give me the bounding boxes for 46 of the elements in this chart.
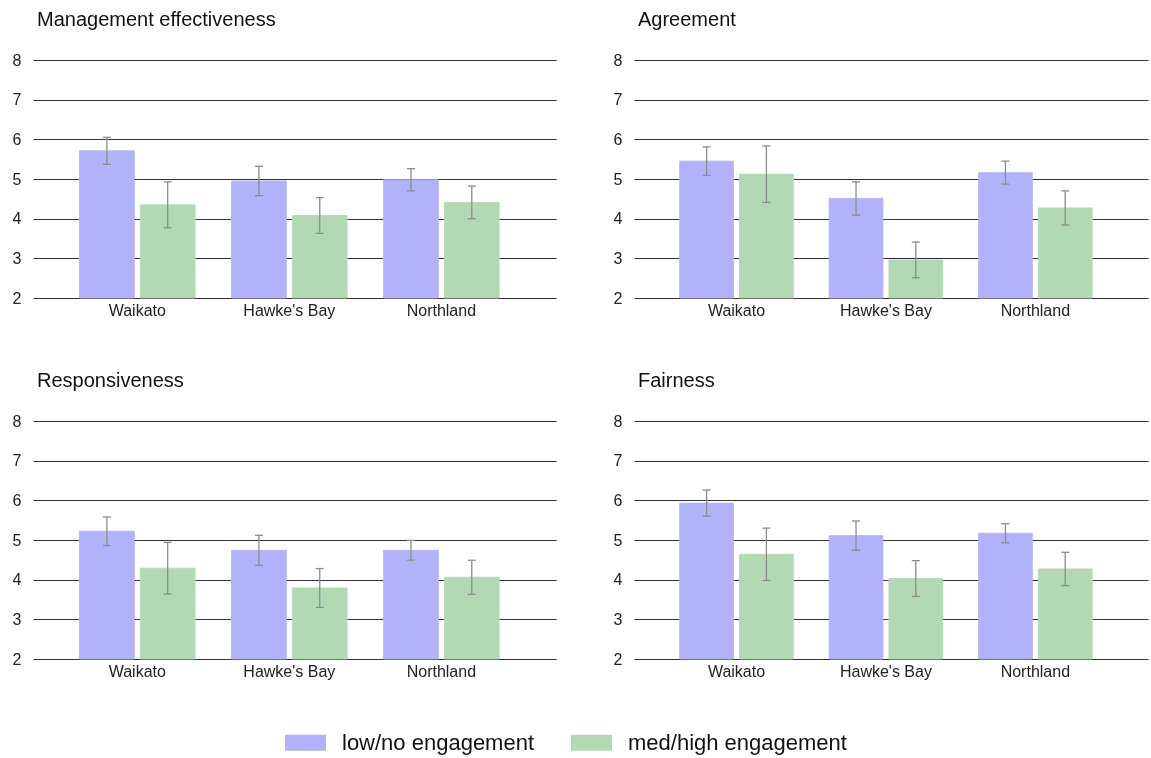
y-tick-label: 7 [12,91,22,109]
x-tick-label: Northland [406,301,477,319]
x-tick-label: Northland [406,662,477,680]
y-tick-label: 3 [12,249,22,267]
y-tick-label: 8 [12,51,22,69]
y-tick-label: 7 [613,91,623,109]
chart-title: Agreement [638,8,737,30]
y-tick-label: 7 [613,452,623,470]
y-tick-label: 4 [12,571,22,589]
x-tick-label: Hawke's Bay [243,301,336,319]
y-tick-label: 3 [613,249,623,267]
y-tick-label: 6 [12,491,22,509]
y-tick-label: 2 [613,289,623,307]
y-tick-label: 5 [613,531,623,549]
y-tick-label: 4 [12,210,22,228]
y-tick-label: 8 [613,51,623,69]
x-tick-label: Waikato [108,301,166,319]
x-tick-label: Northland [1000,662,1071,680]
chart-title: Fairness [638,369,715,391]
y-tick-label: 3 [12,610,22,628]
y-tick-label: 6 [613,491,623,509]
chart-title: Responsiveness [37,369,184,391]
x-tick-label: Northland [1000,301,1071,319]
y-tick-label: 4 [613,210,623,228]
x-tick-label: Hawke's Bay [839,301,932,319]
y-tick-label: 8 [613,412,623,430]
y-tick-label: 6 [12,130,22,148]
x-tick-label: Waikato [707,662,766,680]
y-tick-label: 5 [613,170,623,188]
x-tick-label: Hawke's Bay [839,662,932,680]
legend-label: med/high engagement [627,729,847,755]
y-tick-label: 2 [12,650,22,668]
y-tick-label: 5 [12,531,22,549]
x-tick-label: Waikato [707,301,766,319]
x-tick-label: Waikato [108,662,166,680]
x-tick-label: Hawke's Bay [243,662,336,680]
y-tick-label: 2 [12,289,22,307]
y-tick-label: 6 [613,130,623,148]
y-tick-label: 3 [613,610,623,628]
y-tick-label: 4 [613,571,623,589]
y-tick-label: 7 [12,452,22,470]
y-tick-label: 2 [613,650,623,668]
y-tick-label: 5 [12,170,22,188]
y-tick-label: 8 [12,412,22,430]
chart-title: Management effectiveness [37,8,276,30]
legend-label: low/no engagement [341,729,534,755]
